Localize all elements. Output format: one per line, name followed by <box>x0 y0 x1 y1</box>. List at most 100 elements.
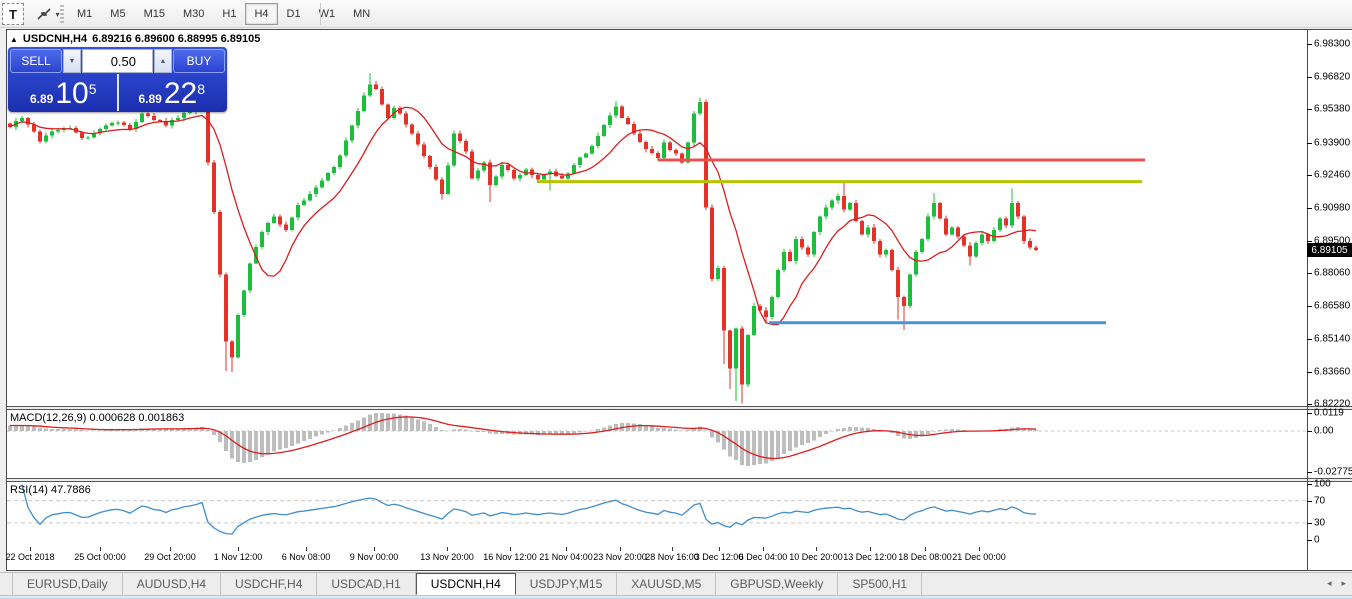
time-axis-label: 22 Oct 2018 <box>5 552 55 562</box>
tick-mark <box>1307 403 1312 405</box>
text-tool-button[interactable]: T <box>2 3 24 25</box>
tick-mark <box>1307 207 1312 209</box>
chart-ohlc-values: 6.89216 6.89600 6.88995 6.89105 <box>92 33 261 45</box>
tab-scroll-left-icon[interactable]: ◂ <box>1326 578 1332 588</box>
time-axis-label: 28 Nov 16:00 <box>645 552 699 562</box>
rsi-scale-tick: 0 <box>1314 534 1320 546</box>
chart-tab-SP500-H1[interactable]: SP500,H1 <box>838 573 923 595</box>
timeframe-button-M15[interactable]: M15 <box>143 8 165 20</box>
time-tick <box>306 547 307 551</box>
chart-tab-AUDUSD-H4[interactable]: AUDUSD,H4 <box>123 573 222 595</box>
collapse-icon[interactable]: ▲ <box>10 34 18 44</box>
sell-price-display[interactable]: 6.89 10 5 <box>10 74 119 111</box>
time-tick <box>620 547 621 551</box>
macd-indicator-pane <box>7 413 1307 467</box>
volume-decrease-button[interactable]: ▼ <box>63 49 81 73</box>
tab-scroll-right-icon[interactable]: ▸ <box>1341 578 1346 588</box>
tick-mark <box>1307 44 1312 45</box>
time-tick <box>566 547 567 551</box>
time-axis-label: 6 Nov 08:00 <box>281 552 331 562</box>
chart-tab-XAUUSD-M5[interactable]: XAUUSD,M5 <box>617 573 717 595</box>
timeframe-button-M30[interactable]: M30 <box>182 8 205 20</box>
buy-price-display[interactable]: 6.89 22 8 <box>119 74 226 111</box>
volume-increase-button[interactable]: ▲ <box>154 49 172 73</box>
time-tick <box>238 547 239 551</box>
time-axis-label: 21 Dec 00:00 <box>952 552 1006 562</box>
tick-mark <box>1307 241 1312 242</box>
price-axis-tick: 6.86580 <box>1314 300 1351 312</box>
buy-button[interactable]: BUY <box>173 49 225 73</box>
window-bottom-edge <box>0 595 1352 599</box>
tick-mark <box>1307 306 1312 308</box>
time-tick <box>170 547 171 551</box>
splitter-main-macd[interactable] <box>7 406 1352 410</box>
time-axis-label: 9 Nov 00:00 <box>349 552 399 562</box>
rsi-label: RSI(14) 47.7886 <box>10 484 91 496</box>
time-tick <box>979 547 980 551</box>
time-tick <box>30 547 31 551</box>
tick-mark <box>1307 174 1312 176</box>
price-axis-tick: 6.82220 <box>1314 398 1351 410</box>
timeframe-button-M5[interactable]: M5 <box>110 8 126 20</box>
timeframe-button-MN[interactable]: MN <box>353 8 371 20</box>
time-axis-label: 23 Nov 20:00 <box>593 552 647 562</box>
time-axis-label: 13 Nov 20:00 <box>420 552 474 562</box>
price-axis-tick: 6.98300 <box>1314 38 1351 50</box>
time-tick <box>763 547 764 551</box>
price-axis-tick: 6.93900 <box>1314 137 1351 148</box>
time-axis-label: 18 Dec 08:00 <box>898 552 952 562</box>
time-tick <box>925 547 926 551</box>
moving-average-line <box>9 106 1037 326</box>
chart-tab-USDJPY-M15[interactable]: USDJPY,M15 <box>516 573 618 595</box>
volume-input[interactable] <box>82 49 153 73</box>
time-tick <box>719 547 720 551</box>
tick-mark <box>1307 77 1312 79</box>
chart-tab-USDCAD-H1[interactable]: USDCAD,H1 <box>317 573 416 595</box>
arrows-tool-button[interactable]: ▾ <box>30 3 66 25</box>
sell-button[interactable]: SELL <box>10 49 62 73</box>
chart-tab-USDCNH-H4[interactable]: USDCNH,H4 <box>415 573 516 595</box>
tick-mark <box>1307 371 1312 373</box>
one-click-trading-widget: SELL ▼ ▲ BUY 6.89 10 5 6.89 22 8 <box>8 47 227 112</box>
chart-symbol-period: USDCNH,H4 <box>22 33 88 45</box>
price-axis-tick: 6.85140 <box>1314 333 1351 345</box>
macd-scale-tick: 0.0119 <box>1314 407 1344 419</box>
macd-scale-tick: -0.027754 <box>1314 466 1352 478</box>
macd-scale-tick: 0.00 <box>1314 425 1334 437</box>
candles-group <box>8 73 1038 404</box>
toolbar-grip[interactable] <box>60 5 64 23</box>
sell-price-point: 5 <box>88 81 97 97</box>
price-axis-tick: 6.90980 <box>1314 202 1351 214</box>
chart-frame <box>6 29 1352 30</box>
price-axis-tick: 6.96820 <box>1314 71 1351 83</box>
chart-frame <box>6 570 1352 571</box>
macd-signal-line <box>10 416 1037 460</box>
chart-tab-USDCHF-H4[interactable]: USDCHF,H4 <box>221 573 318 595</box>
price-axis-tick: 6.89500 <box>1314 235 1351 247</box>
timeframe-button-H1[interactable]: H1 <box>222 8 237 20</box>
splitter-macd-rsi[interactable] <box>7 478 1352 482</box>
main-price-chart <box>8 73 1145 404</box>
chart-tab-EURUSD-Daily[interactable]: EURUSD,Daily <box>12 573 123 595</box>
tick-mark <box>1307 273 1312 275</box>
time-axis-label: 10 Dec 20:00 <box>789 552 843 562</box>
rsi-scale-tick: 30 <box>1314 517 1326 529</box>
time-tick <box>870 547 871 551</box>
time-axis-label: 1 Nov 12:00 <box>213 552 263 562</box>
tab-scroll-arrows: ◂ ▸ <box>1327 572 1346 595</box>
time-axis-label: 21 Nov 04:00 <box>539 552 593 562</box>
rsi-line <box>21 484 1037 535</box>
price-axis-tick: 6.92460 <box>1314 169 1351 181</box>
time-axis-label: 16 Nov 12:00 <box>483 552 537 562</box>
sell-price-base: 6.89 <box>29 92 54 106</box>
timeframe-button-H4[interactable]: H4 <box>245 3 278 25</box>
price-axis-tick: 6.88060 <box>1314 267 1351 279</box>
time-tick <box>672 547 673 551</box>
timeframe-button-D1[interactable]: D1 <box>286 8 301 20</box>
chart-tab-GBPUSD-Weekly[interactable]: GBPUSD,Weekly <box>716 573 839 595</box>
timeframe-button-M1[interactable]: M1 <box>77 8 93 20</box>
price-axis-separator <box>1307 29 1308 571</box>
timeframe-button-W1[interactable]: W1 <box>318 8 336 20</box>
dropdown-caret-icon: ▾ <box>55 9 60 19</box>
